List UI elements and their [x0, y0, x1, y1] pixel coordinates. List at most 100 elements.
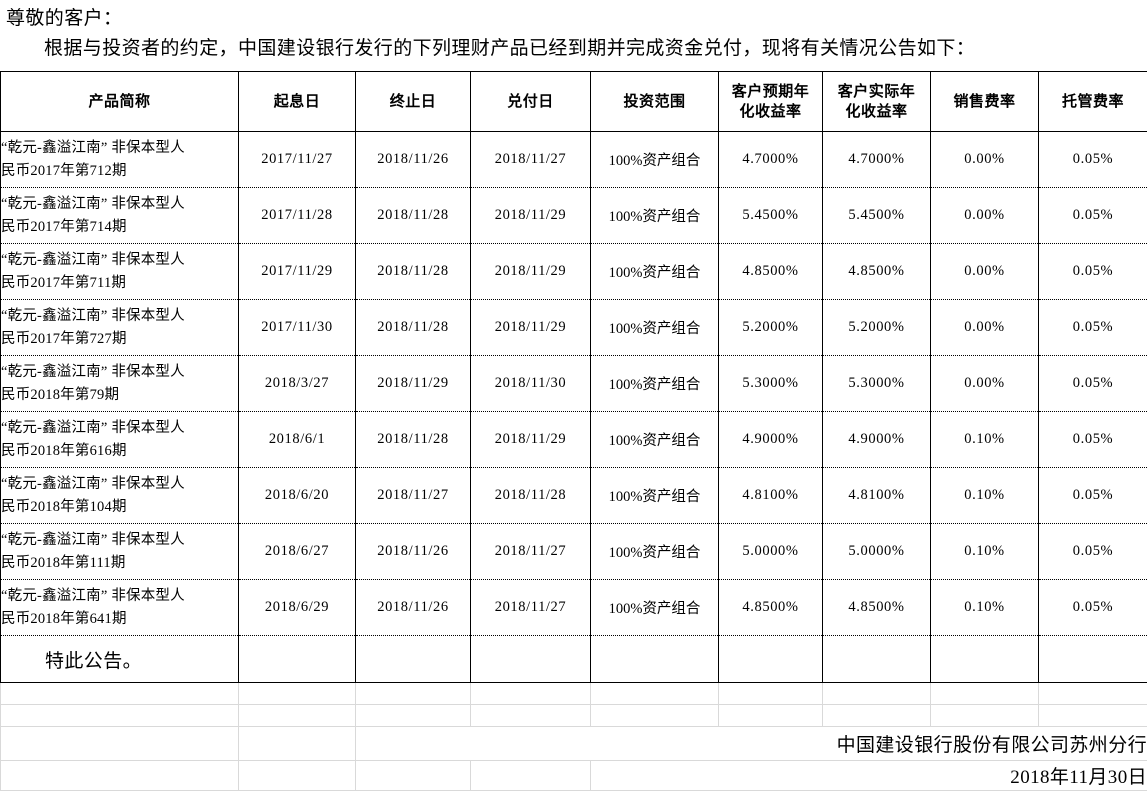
cell-actual-rate: 4.9000%: [823, 412, 931, 468]
cell-start-date: 2017/11/28: [239, 188, 356, 244]
product-name-line1: “乾元-鑫溢江南” 非保本型人: [1, 529, 238, 552]
footer-grid-cell: [1, 705, 239, 727]
product-name-line1: “乾元-鑫溢江南” 非保本型人: [1, 417, 238, 440]
footer-grid-row: [1, 705, 1147, 727]
product-name-line1: “乾元-鑫溢江南” 非保本型人: [1, 249, 238, 272]
table-row: “乾元-鑫溢江南” 非保本型人 民币2017年第711期 2017/11/29 …: [1, 244, 1147, 300]
footer-grid-cell: [591, 705, 719, 727]
cell-expected-rate: 5.4500%: [719, 188, 823, 244]
cell-expected-rate: 5.2000%: [719, 300, 823, 356]
header-actual-annual-rate: 客户实际年 化收益率: [823, 72, 931, 132]
footer-grid: 中国建设银行股份有限公司苏州分行 2018年11月30日: [0, 683, 1147, 791]
cell-payment-date: 2018/11/29: [471, 244, 591, 300]
footer-grid-cell: [823, 705, 931, 727]
cell-custody-fee: 0.05%: [1039, 468, 1147, 524]
cell-investment-scope: 100%资产组合: [591, 188, 719, 244]
cell-custody-fee: 0.05%: [1039, 356, 1147, 412]
footer-grid-cell: [471, 761, 591, 791]
closing-row-blank-cell: [823, 636, 931, 683]
product-name-line2: 民币2017年第727期: [1, 328, 238, 351]
closing-row-blank-cell: [591, 636, 719, 683]
product-name-line2: 民币2017年第714期: [1, 216, 238, 239]
cell-product-name: “乾元-鑫溢江南” 非保本型人 民币2018年第104期: [1, 468, 239, 524]
footer-grid-cell: [356, 761, 471, 791]
cell-product-name: “乾元-鑫溢江南” 非保本型人 民币2018年第641期: [1, 580, 239, 636]
cell-end-date: 2018/11/26: [356, 580, 471, 636]
table-row: “乾元-鑫溢江南” 非保本型人 民币2018年第616期 2018/6/1 20…: [1, 412, 1147, 468]
cell-sales-fee: 0.00%: [931, 132, 1039, 188]
cell-actual-rate: 4.7000%: [823, 132, 931, 188]
footer-grid-cell: [239, 705, 356, 727]
cell-sales-fee: 0.00%: [931, 356, 1039, 412]
cell-actual-rate: 5.3000%: [823, 356, 931, 412]
cell-end-date: 2018/11/26: [356, 524, 471, 580]
product-name-line1: “乾元-鑫溢江南” 非保本型人: [1, 585, 238, 608]
footer-grid-cell: [823, 683, 931, 705]
cell-sales-fee: 0.00%: [931, 300, 1039, 356]
cell-payment-date: 2018/11/29: [471, 412, 591, 468]
cell-actual-rate: 4.8100%: [823, 468, 931, 524]
cell-payment-date: 2018/11/29: [471, 188, 591, 244]
cell-actual-rate: 4.8500%: [823, 244, 931, 300]
cell-expected-rate: 5.0000%: [719, 524, 823, 580]
footer-grid-cell: [1, 761, 239, 791]
cell-end-date: 2018/11/27: [356, 468, 471, 524]
header-custody-fee-rate: 托管费率: [1039, 72, 1147, 132]
cell-expected-rate: 4.8100%: [719, 468, 823, 524]
table-row: “乾元-鑫溢江南” 非保本型人 民币2018年第111期 2018/6/27 2…: [1, 524, 1147, 580]
footer-grid-cell: [719, 705, 823, 727]
signature-row: 中国建设银行股份有限公司苏州分行: [1, 727, 1147, 761]
cell-actual-rate: 5.2000%: [823, 300, 931, 356]
header-end-date: 终止日: [356, 72, 471, 132]
closing-row-blank-cell: [719, 636, 823, 683]
cell-product-name: “乾元-鑫溢江南” 非保本型人 民币2018年第79期: [1, 356, 239, 412]
cell-product-name: “乾元-鑫溢江南” 非保本型人 民币2018年第111期: [1, 524, 239, 580]
table-row: “乾元-鑫溢江南” 非保本型人 民币2017年第727期 2017/11/30 …: [1, 300, 1147, 356]
table-row: “乾元-鑫溢江南” 非保本型人 民币2018年第641期 2018/6/29 2…: [1, 580, 1147, 636]
footer-grid-cell: [239, 727, 356, 761]
cell-payment-date: 2018/11/29: [471, 300, 591, 356]
header-expected-annual-rate-line2: 化收益率: [719, 102, 822, 122]
header-expected-annual-rate-line1: 客户预期年: [719, 82, 822, 102]
cell-sales-fee: 0.10%: [931, 412, 1039, 468]
cell-start-date: 2018/3/27: [239, 356, 356, 412]
cell-investment-scope: 100%资产组合: [591, 580, 719, 636]
product-name-line2: 民币2018年第111期: [1, 552, 238, 575]
cell-custody-fee: 0.05%: [1039, 300, 1147, 356]
product-name-line1: “乾元-鑫溢江南” 非保本型人: [1, 137, 238, 160]
cell-end-date: 2018/11/29: [356, 356, 471, 412]
header-product-name: 产品简称: [1, 72, 239, 132]
footer-grid-cell: [471, 705, 591, 727]
header-sales-fee-rate: 销售费率: [931, 72, 1039, 132]
footer-grid-cell: [1, 727, 239, 761]
table-row: “乾元-鑫溢江南” 非保本型人 民币2018年第79期 2018/3/27 20…: [1, 356, 1147, 412]
footer-grid-cell: [356, 683, 471, 705]
cell-actual-rate: 5.4500%: [823, 188, 931, 244]
table-header-row: 产品简称 起息日 终止日 兑付日 投资范围 客户预期年 化收益率 客户实际年 化…: [1, 72, 1147, 132]
cell-payment-date: 2018/11/27: [471, 580, 591, 636]
cell-sales-fee: 0.10%: [931, 580, 1039, 636]
cell-investment-scope: 100%资产组合: [591, 524, 719, 580]
header-actual-annual-rate-line1: 客户实际年: [823, 82, 930, 102]
header-payment-date: 兑付日: [471, 72, 591, 132]
cell-expected-rate: 4.8500%: [719, 580, 823, 636]
cell-investment-scope: 100%资产组合: [591, 132, 719, 188]
cell-product-name: “乾元-鑫溢江南” 非保本型人 民币2018年第616期: [1, 412, 239, 468]
product-name-line2: 民币2018年第79期: [1, 384, 238, 407]
cell-investment-scope: 100%资产组合: [591, 468, 719, 524]
cell-end-date: 2018/11/28: [356, 300, 471, 356]
header-start-date: 起息日: [239, 72, 356, 132]
closing-row-blank-cell: [239, 636, 356, 683]
cell-product-name: “乾元-鑫溢江南” 非保本型人 民币2017年第712期: [1, 132, 239, 188]
closing-row-blank-cell: [931, 636, 1039, 683]
cell-custody-fee: 0.05%: [1039, 188, 1147, 244]
footer-grid-cell: [1039, 683, 1147, 705]
cell-product-name: “乾元-鑫溢江南” 非保本型人 民币2017年第711期: [1, 244, 239, 300]
announcement-date-text: 2018年11月30日: [591, 761, 1147, 791]
header-expected-annual-rate: 客户预期年 化收益率: [719, 72, 823, 132]
table-row: “乾元-鑫溢江南” 非保本型人 民币2017年第712期 2017/11/27 …: [1, 132, 1147, 188]
product-name-line2: 民币2017年第711期: [1, 272, 238, 295]
closing-row-blank-cell: [1039, 636, 1147, 683]
product-name-line2: 民币2017年第712期: [1, 160, 238, 183]
cell-custody-fee: 0.05%: [1039, 580, 1147, 636]
